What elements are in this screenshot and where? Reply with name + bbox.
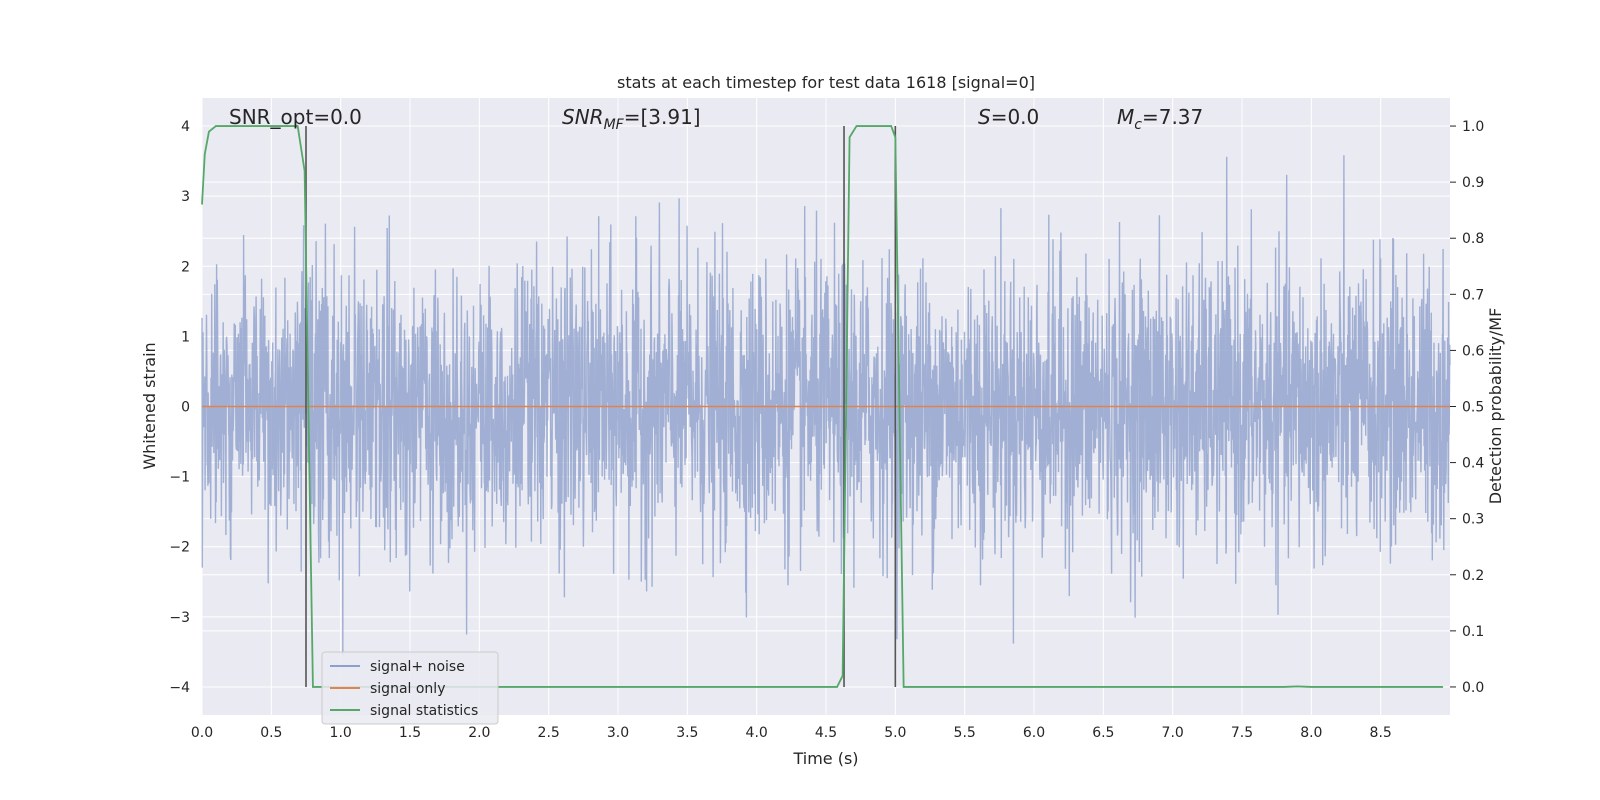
right-tick-label: 0.6 [1462, 343, 1484, 359]
x-axis-label: Time (s) [792, 749, 858, 768]
s-symbol: S [978, 105, 991, 129]
x-tick-label: 0.5 [260, 725, 282, 741]
right-tick-label: 1.0 [1462, 119, 1484, 135]
y-tick-label: −4 [169, 680, 190, 696]
snr-mf-value: =[3.91] [624, 105, 701, 129]
x-tick-label: 8.0 [1300, 725, 1322, 741]
x-tick-label: 3.5 [676, 725, 698, 741]
x-tick-label: 6.0 [1023, 725, 1045, 741]
y-tick-label: 3 [181, 189, 190, 205]
snr-opt-annotation: SNR_opt=0.0 [229, 105, 362, 129]
y-tick-label: −1 [169, 470, 190, 486]
y-tick-label: −2 [169, 540, 190, 556]
y-tick-label: 1 [181, 329, 190, 345]
x-tick-label: 4.5 [815, 725, 837, 741]
signal-statistics-series [201, 125, 1444, 688]
chart-title: stats at each timestep for test data 161… [617, 73, 1035, 92]
x-tick-label: 2.5 [538, 725, 560, 741]
x-tick-label: 5.0 [884, 725, 906, 741]
legend: signal+ noise signal only signal statist… [321, 651, 499, 725]
s-annotation: S=0.0 [978, 105, 1039, 129]
right-axis-ticks: 0.0 0.1 0.2 0.3 0.4 0.5 0.6 0.7 0.8 0.9 1.0 [1450, 119, 1484, 696]
x-tick-label: 2.0 [468, 725, 490, 741]
y-axis-label: Whitened strain [140, 342, 159, 469]
legend-label-signal-statistics: signal statistics [370, 703, 478, 719]
mc-value: =7.37 [1142, 105, 1203, 129]
y-tick-label: 4 [181, 119, 190, 135]
x-tick-label: 5.5 [954, 725, 976, 741]
right-axis-label: Detection probability/MF [1486, 308, 1505, 505]
snr-mf-symbol: SNR [562, 105, 604, 129]
y-tick-label: 0 [181, 400, 190, 416]
right-tick-label: 0.9 [1462, 175, 1484, 191]
right-tick-label: 0.3 [1462, 512, 1484, 528]
x-tick-label: 6.5 [1092, 725, 1114, 741]
x-tick-label: 4.0 [746, 725, 768, 741]
right-tick-label: 0.7 [1462, 287, 1484, 303]
y-axis-ticks: −4 −3 −2 −1 0 1 2 3 4 [169, 119, 190, 696]
signal-noise-line [201, 155, 1451, 655]
mc-symbol: M [1117, 105, 1134, 129]
snr-mf-annotation: SNRMF=[3.91] [562, 105, 701, 133]
x-tick-label: 7.5 [1231, 725, 1253, 741]
right-tick-label: 0.4 [1462, 456, 1484, 472]
right-tick-label: 0.8 [1462, 231, 1484, 247]
right-tick-label: 0.2 [1462, 568, 1484, 584]
y-tick-label: 2 [181, 259, 190, 275]
x-axis-ticks: 0.0 0.5 1.0 1.5 2.0 2.5 3.0 3.5 4.0 4.5 5.0 5.5 6.0 6… [191, 725, 1392, 741]
legend-box [321, 651, 499, 725]
snr-mf-subscript: MF [604, 117, 625, 133]
x-tick-label: 1.0 [330, 725, 352, 741]
mc-annotation: Mc=7.37 [1117, 105, 1203, 133]
x-tick-label: 3.0 [607, 725, 629, 741]
right-tick-label: 0.1 [1462, 624, 1484, 640]
x-tick-label: 1.5 [399, 725, 421, 741]
x-tick-label: 0.0 [191, 725, 213, 741]
y-tick-label: −3 [169, 610, 190, 626]
right-tick-label: 0.5 [1462, 400, 1484, 416]
x-tick-label: 7.0 [1162, 725, 1184, 741]
right-tick-label: 0.0 [1462, 680, 1484, 696]
signal-statistics-line [201, 125, 1444, 688]
legend-label-signal-noise: signal+ noise [370, 659, 465, 675]
x-tick-label: 8.5 [1370, 725, 1392, 741]
legend-label-signal-only: signal only [370, 681, 445, 697]
mc-subscript: c [1134, 117, 1142, 133]
signal-noise-series [201, 155, 1451, 655]
s-value: =0.0 [991, 105, 1040, 129]
